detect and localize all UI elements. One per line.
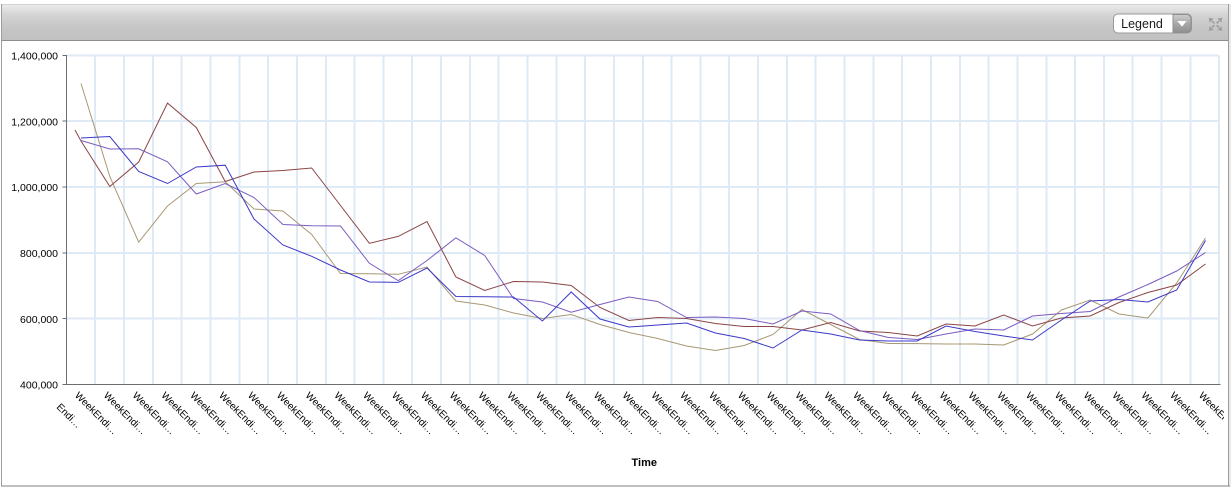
svg-text:Time: Time — [632, 457, 657, 469]
svg-text:800,000: 800,000 — [20, 248, 58, 260]
svg-text:1,400,000: 1,400,000 — [11, 51, 58, 63]
svg-text:1,000,000: 1,000,000 — [11, 182, 58, 194]
svg-text:Legend: Legend — [1121, 17, 1163, 31]
svg-text:400,000: 400,000 — [20, 380, 58, 392]
svg-text:600,000: 600,000 — [20, 314, 58, 326]
svg-text:1,200,000: 1,200,000 — [11, 116, 58, 128]
